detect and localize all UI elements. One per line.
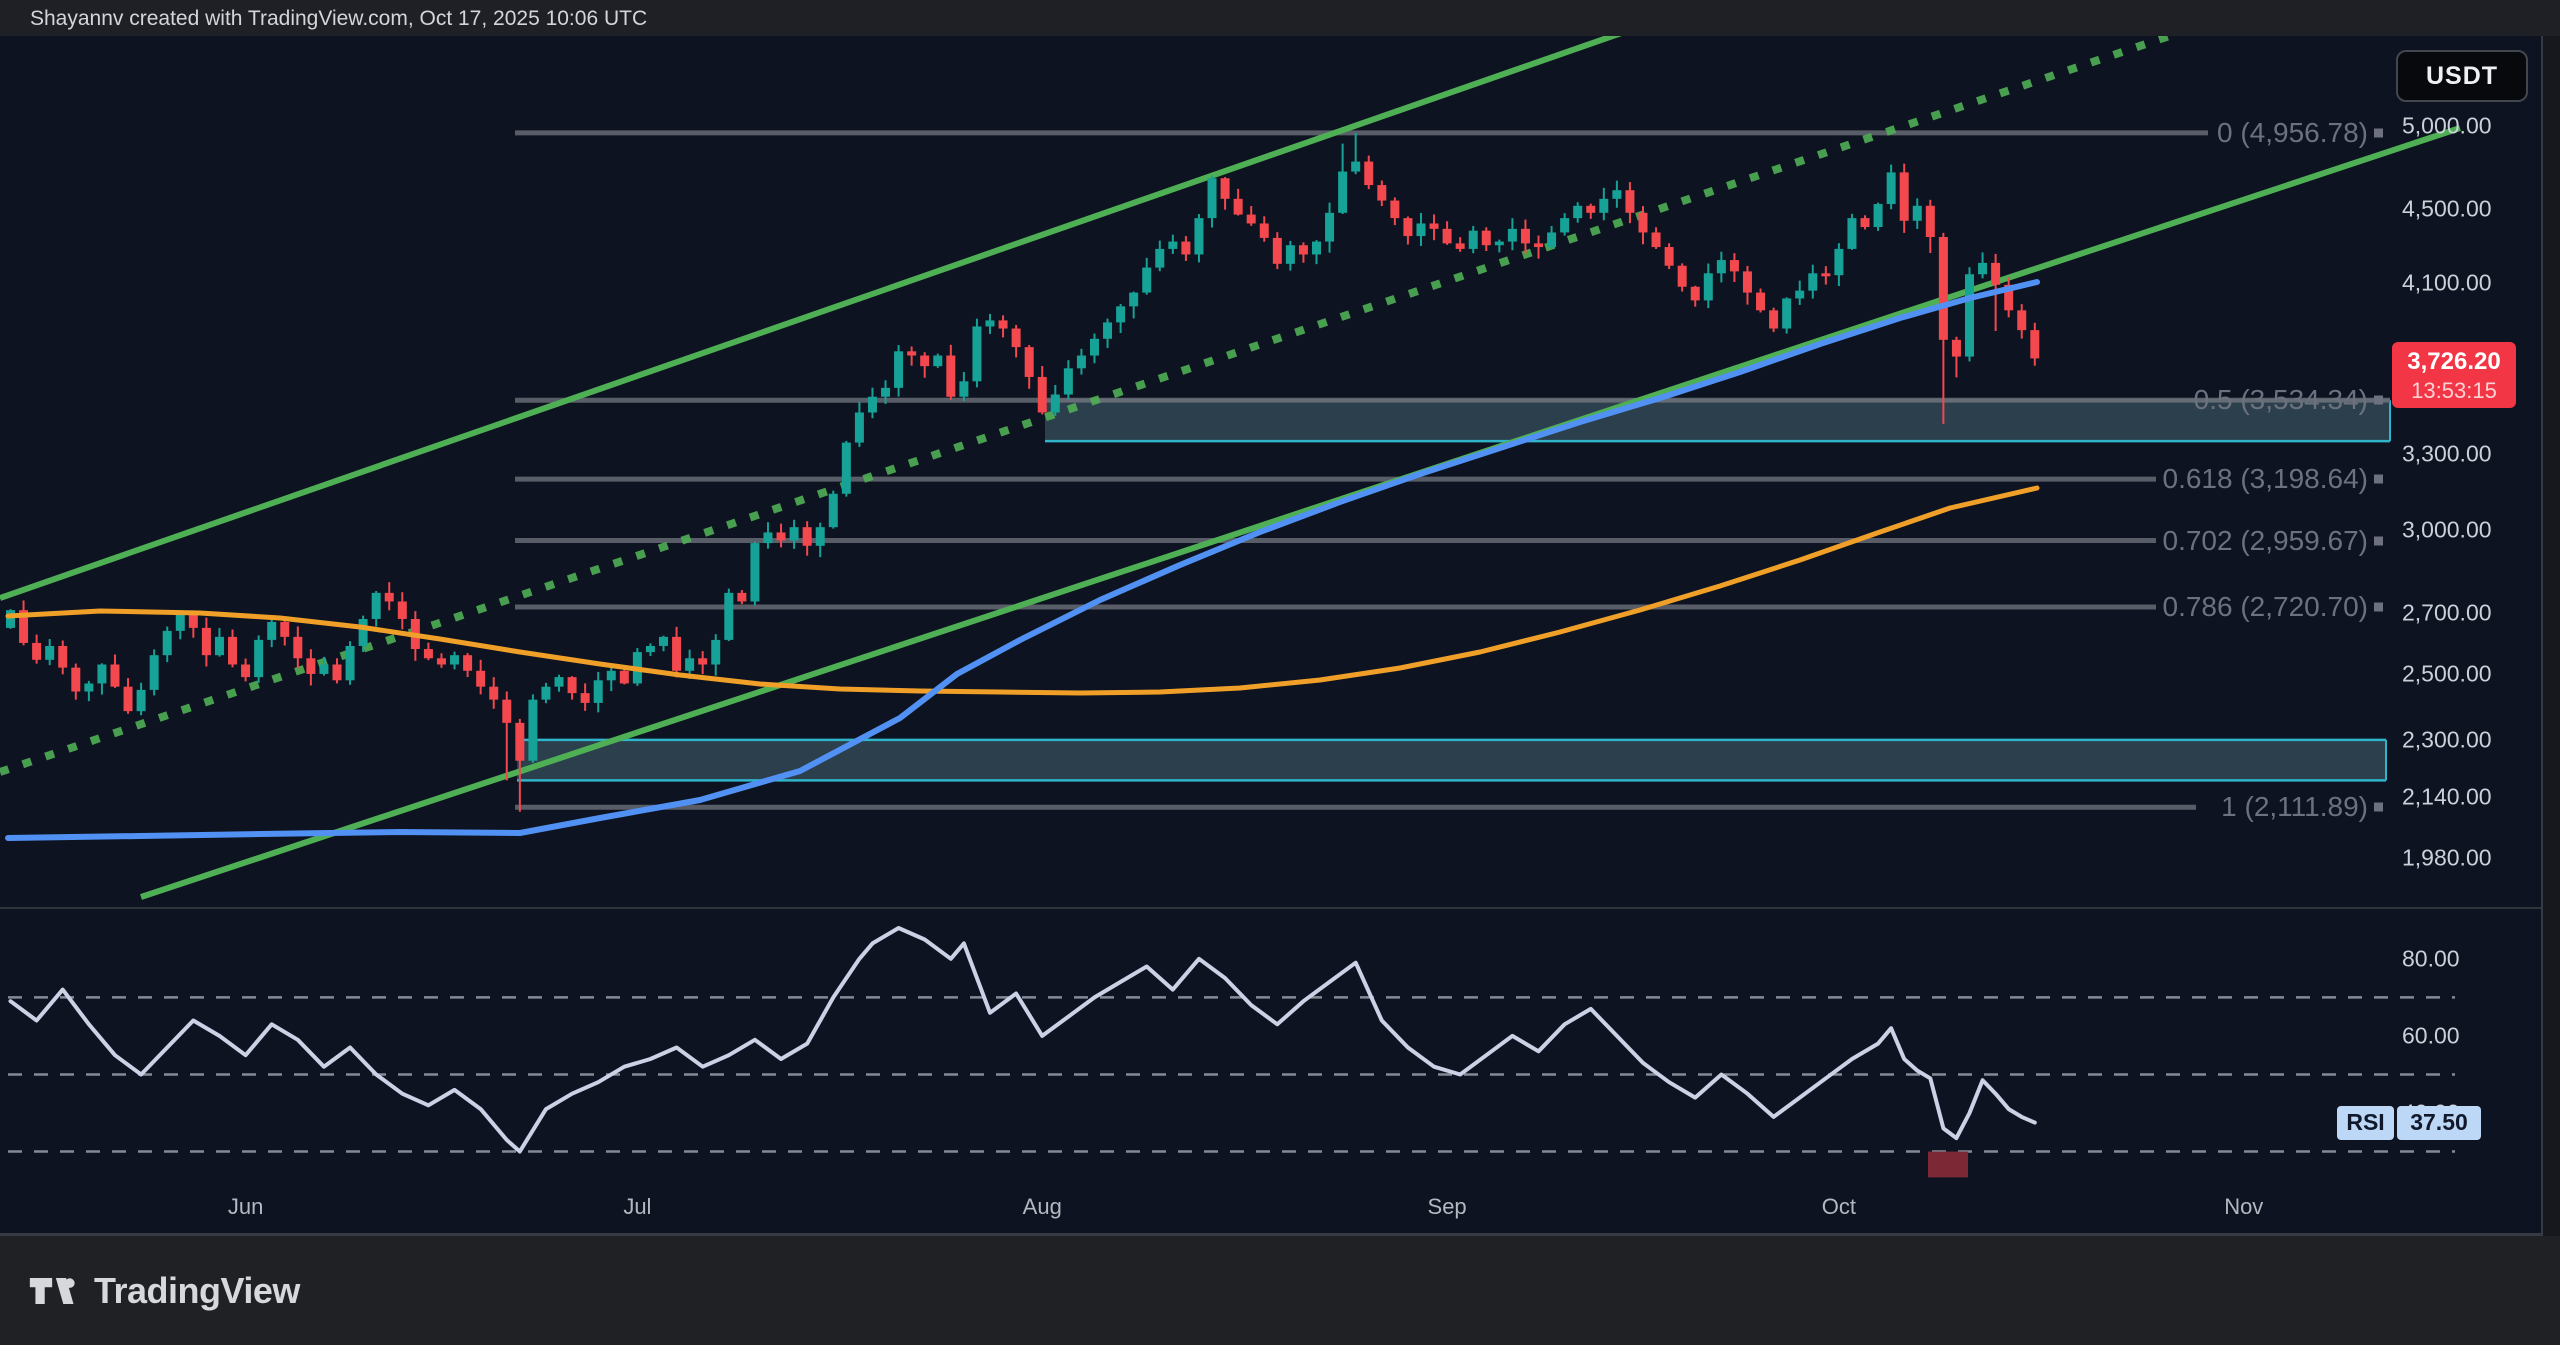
time-axis-label-sep: Sep — [1427, 1194, 1467, 1219]
last-price-value: 3,726.20 — [2407, 347, 2501, 375]
rsi-line[interactable] — [8, 926, 2037, 1154]
price-axis-label: 2,500.00 — [2402, 660, 2492, 687]
candlestick-series — [6, 132, 2040, 812]
fib-level-marker — [2374, 128, 2383, 138]
fib-level-label: 0.5 (3,534.34) — [2193, 384, 2368, 416]
blue-ma[interactable] — [5, 279, 2040, 841]
price-axis-label: 1,980.00 — [2402, 844, 2492, 871]
rsi-name-chip: RSI — [2337, 1105, 2394, 1140]
time-axis-label-jun: Jun — [227, 1194, 264, 1219]
price-axis-label: 3,300.00 — [2402, 440, 2492, 467]
time-axis-border — [0, 1233, 2543, 1236]
tradingview-logo-icon[interactable] — [28, 1275, 80, 1307]
fib-level-marker — [2374, 536, 2383, 545]
rsi-oversold-marker — [1928, 1151, 1968, 1178]
time-axis-label-oct: Oct — [1821, 1194, 1857, 1219]
attribution-text: Shayannv created with TradingView.com, O… — [30, 7, 648, 30]
fib-level-marker — [2374, 474, 2383, 484]
price-axis-label: 2,700.00 — [2402, 599, 2492, 626]
logo-bar: TradingView — [0, 1236, 2560, 1345]
quote-currency-chip[interactable]: USDT — [2396, 50, 2528, 102]
time-axis-label-jul: Jul — [623, 1194, 652, 1219]
lower-channel-line[interactable] — [140, 125, 2461, 900]
chart-plot[interactable] — [0, 30, 2461, 1178]
price-axis-label: 3,000.00 — [2402, 516, 2492, 543]
price-axis-label: 2,300.00 — [2402, 726, 2492, 753]
rsi-axis-label: 80.00 — [2402, 945, 2460, 972]
mid-channel-dotted[interactable] — [0, 30, 2187, 776]
rsi-axis-label: 60.00 — [2402, 1022, 2460, 1049]
quote-currency-label: USDT — [2425, 61, 2499, 90]
price-axis-label: 5,000.00 — [2402, 112, 2492, 139]
pane-divider[interactable] — [0, 907, 2541, 909]
fib-level-label: 1 (2,111.89) — [2221, 791, 2368, 823]
fib-level-marker — [2374, 802, 2383, 812]
right-margin — [2543, 36, 2560, 1236]
fib-level-label: 0 (4,956.78) — [2217, 116, 2368, 148]
fib-level-label: 0.786 (2,720.70) — [2162, 591, 2369, 623]
fib-level-marker — [2374, 395, 2383, 405]
fib-level-marker — [2374, 602, 2383, 612]
tradingview-logo-text[interactable]: TradingView — [94, 1269, 300, 1311]
time-axis-label-nov: Nov — [2224, 1194, 2264, 1219]
price-axis-border[interactable] — [2541, 36, 2543, 1236]
support-zone — [517, 738, 2387, 782]
price-axis-label: 4,500.00 — [2402, 195, 2492, 222]
rsi-value-badge: RSI 37.50 — [2337, 1105, 2481, 1140]
rsi-value-chip: 37.50 — [2397, 1105, 2481, 1140]
upper-channel-line[interactable] — [0, 30, 1630, 601]
last-price-badge: 3,726.20 13:53:15 — [2392, 342, 2516, 409]
price-axis-label: 4,100.00 — [2402, 269, 2492, 296]
attribution-bar: Shayannv created with TradingView.com, O… — [0, 0, 2560, 36]
fib-level-label: 0.702 (2,959.67) — [2162, 524, 2369, 556]
time-axis-label-aug: Aug — [1022, 1194, 1062, 1219]
fib-level-label: 0.618 (3,198.64) — [2162, 463, 2369, 495]
bar-countdown: 13:53:15 — [2411, 377, 2497, 403]
price-axis-label: 2,140.00 — [2402, 783, 2492, 810]
orange-ma[interactable] — [5, 485, 2040, 696]
resistance-zone — [1045, 398, 2391, 443]
